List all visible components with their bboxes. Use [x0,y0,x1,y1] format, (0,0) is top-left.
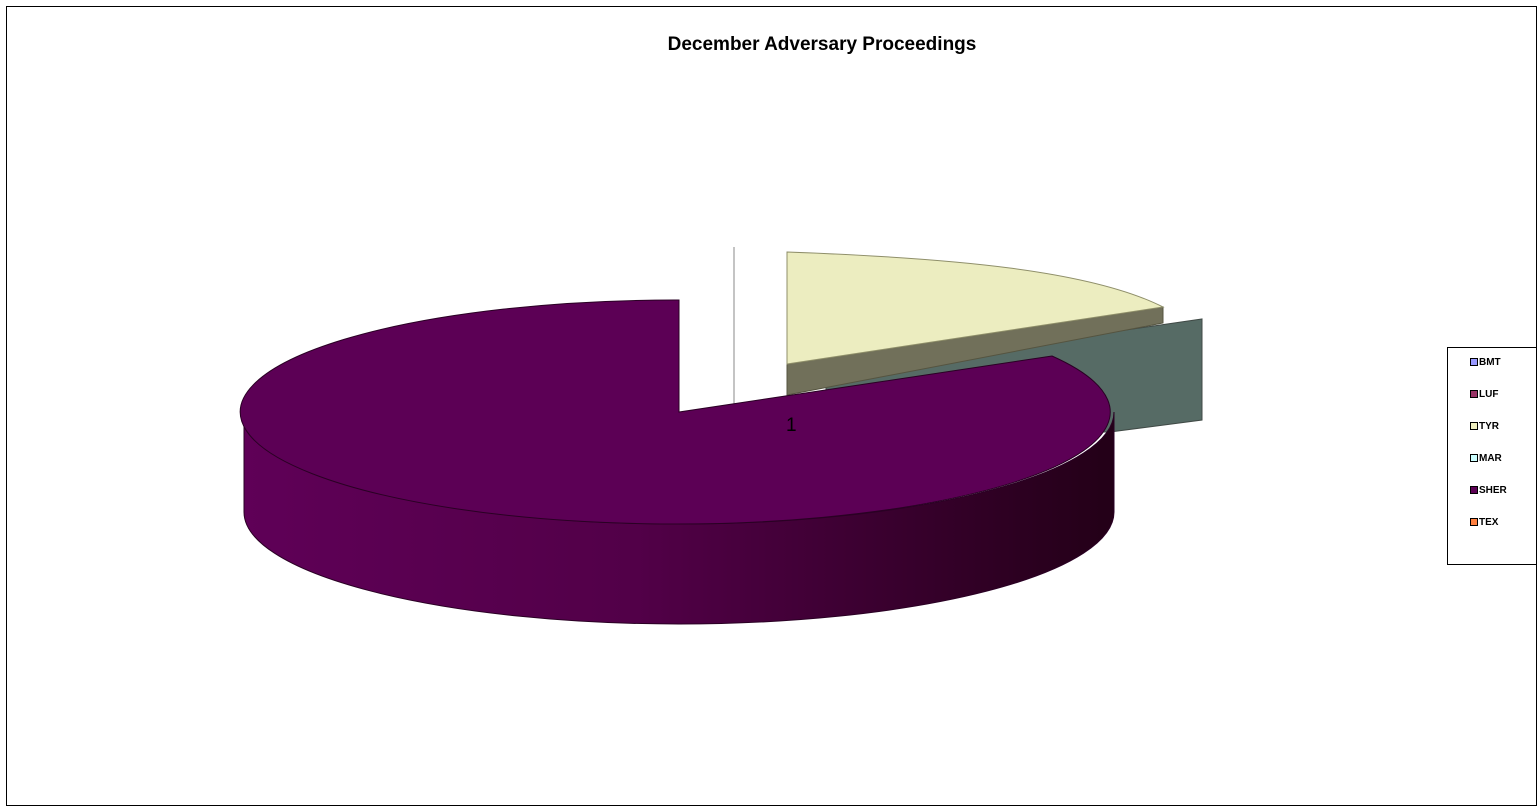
legend-item-sher: SHER [1470,483,1507,497]
pie-slice-sher [239,299,1111,525]
legend: BMT LUF TYR MAR SHER TEX [1447,347,1537,565]
legend-swatch-tyr [1470,422,1478,430]
legend-label-luf: LUF [1479,388,1499,400]
legend-item-tex: TEX [1470,515,1498,529]
legend-item-tyr: TYR [1470,419,1499,433]
legend-swatch-mar [1470,454,1478,462]
legend-swatch-sher [1470,486,1478,494]
legend-item-mar: MAR [1470,451,1502,465]
legend-item-luf: LUF [1470,387,1498,401]
data-label-sher: 1 [786,415,797,436]
legend-label-mar: MAR [1479,452,1502,464]
legend-label-tex: TEX [1479,516,1499,528]
pie-slice-tyr [786,251,1165,365]
legend-swatch-bmt [1470,358,1478,366]
legend-label-tyr: TYR [1479,420,1499,432]
legend-label-sher: SHER [1479,484,1507,496]
legend-label-bmt: BMT [1479,356,1501,368]
legend-item-bmt: BMT [1470,355,1501,369]
legend-swatch-luf [1470,390,1478,398]
legend-swatch-tex [1470,518,1478,526]
